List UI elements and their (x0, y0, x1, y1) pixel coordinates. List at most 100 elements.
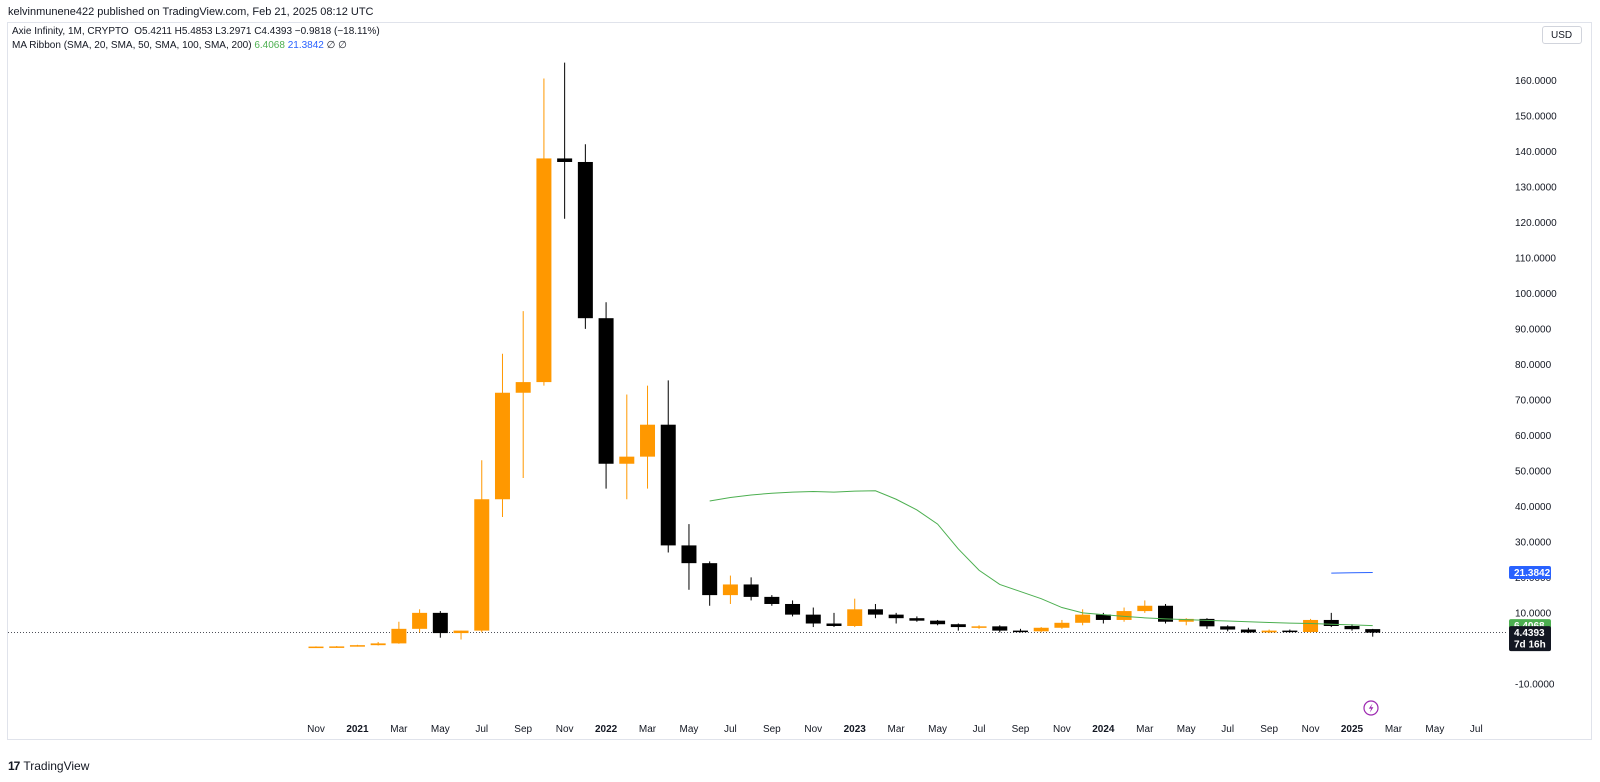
candle-body (722, 584, 738, 596)
candle-body (764, 596, 780, 604)
candle-body (412, 612, 428, 629)
candle-body (1178, 618, 1194, 622)
price-tick-label: 160.0000 (1515, 76, 1557, 87)
time-tick-label: 2025 (1341, 724, 1364, 735)
lightning-icon[interactable] (1363, 700, 1379, 716)
candle-body (950, 624, 966, 628)
time-axis[interactable]: Nov 2021 Mar May Jul Sep Nov 2022 Mar May Jul Sep No… (307, 724, 1483, 735)
brand-name: TradingView (23, 759, 90, 773)
time-tick-label: Nov (1053, 724, 1071, 735)
published-line: kelvinmunene422 published on TradingView… (8, 6, 374, 18)
price-tick-label: 130.0000 (1515, 182, 1557, 193)
candle-body (370, 643, 386, 646)
last-price-tag (1509, 626, 1551, 652)
time-tick-label: Sep (1260, 724, 1278, 735)
candle-body (971, 626, 987, 628)
candle-body (557, 158, 573, 162)
candles-layer (308, 62, 1381, 649)
price-tick-label: 100.0000 (1515, 289, 1557, 300)
time-tick-label: May (431, 724, 450, 735)
indicator-legend: MA Ribbon (SMA, 20, SMA, 50, SMA, 100, S… (12, 40, 347, 51)
candle-body (909, 618, 925, 621)
ma200-value: ∅ (338, 40, 347, 51)
time-tick-label: May (928, 724, 947, 735)
candle-body (619, 456, 635, 464)
time-tick-label: Mar (1385, 724, 1403, 735)
candle-body (308, 646, 324, 649)
candle-body (1220, 626, 1236, 630)
candle-body (992, 626, 1008, 631)
candle-body (349, 645, 365, 647)
candle-body (1282, 630, 1298, 633)
candle-body (826, 623, 842, 626)
candle-body (1075, 614, 1091, 623)
candle-body (1137, 605, 1153, 612)
ma-lines-layer (709, 490, 1373, 627)
time-tick-label: Nov (1302, 724, 1320, 735)
price-tick-label: 30.0000 (1515, 537, 1552, 548)
candle-body (847, 609, 863, 626)
candle-body (1303, 619, 1319, 633)
candle-body (681, 545, 697, 564)
price-tick-label: 110.0000 (1515, 253, 1556, 264)
price-tick-label: 10.0000 (1515, 608, 1552, 619)
price-tick-label: 60.0000 (1515, 431, 1552, 442)
currency-button[interactable]: USD (1542, 26, 1582, 44)
candle-body (329, 646, 345, 648)
ma50-price-tag-text: 21.3842 (1514, 568, 1551, 579)
candle-body (805, 614, 821, 624)
price-tick-label: 50.0000 (1515, 466, 1552, 477)
time-tick-label: 2021 (346, 724, 369, 735)
ma50-value: 21.3842 (287, 40, 324, 51)
time-tick-label: Jul (1470, 724, 1483, 735)
candle-body (536, 158, 552, 383)
ma50-line (1331, 571, 1373, 574)
price-tick-label: -10.0000 (1515, 679, 1555, 690)
price-tick-label: 120.0000 (1515, 218, 1557, 229)
ma20-line (709, 490, 1373, 627)
time-tick-label: Nov (307, 724, 325, 735)
price-tick-label: 80.0000 (1515, 360, 1552, 371)
candle-body (577, 161, 593, 319)
time-tick-label: Mar (888, 724, 906, 735)
footer-brand[interactable]: 17 TradingView (8, 759, 89, 773)
symbol-name[interactable]: Axie Infinity, 1M, CRYPTO (12, 26, 129, 37)
ma100-value: ∅ (326, 40, 336, 51)
candle-body (1033, 627, 1049, 632)
price-tick-label: 150.0000 (1515, 111, 1557, 122)
time-tick-label: Jul (973, 724, 986, 735)
candle-body (743, 584, 759, 597)
time-tick-label: 2022 (595, 724, 618, 735)
candle-body (867, 609, 883, 615)
price-axis[interactable]: 160.0000 150.0000 140.0000 130.0000 120.0000… (1515, 76, 1557, 691)
time-tick-label: Sep (1012, 724, 1030, 735)
ma20-value: 6.4068 (254, 40, 285, 51)
candle-body (1240, 629, 1256, 633)
candle-body (1054, 622, 1070, 628)
candle-body (785, 603, 801, 615)
candle-body (1095, 614, 1111, 620)
time-tick-label: Sep (763, 724, 781, 735)
time-tick-label: Sep (514, 724, 532, 735)
candle-body (702, 563, 718, 596)
price-tick-label: 40.0000 (1515, 502, 1552, 513)
bar-countdown-text: 7d 16h (1514, 640, 1546, 651)
last-price-tag-text: 4.4393 (1514, 628, 1545, 639)
candle-body (1323, 619, 1339, 626)
time-tick-label: Jul (724, 724, 737, 735)
time-tick-label: 2023 (844, 724, 867, 735)
indicator-name[interactable]: MA Ribbon (SMA, 20, SMA, 50, SMA, 100, S… (12, 40, 252, 51)
price-tick-label: 140.0000 (1515, 147, 1557, 158)
tradingview-logo-icon: 17 (8, 759, 20, 773)
candle-body (1158, 605, 1174, 622)
time-tick-label: Mar (639, 724, 657, 735)
candle-body (640, 424, 656, 457)
time-tick-label: Nov (556, 724, 574, 735)
candle-body (432, 612, 448, 634)
price-tick-label: 90.0000 (1515, 324, 1552, 335)
candle-body (930, 620, 946, 625)
time-tick-label: May (1425, 724, 1444, 735)
time-tick-label: May (680, 724, 699, 735)
candle-body (888, 614, 904, 619)
